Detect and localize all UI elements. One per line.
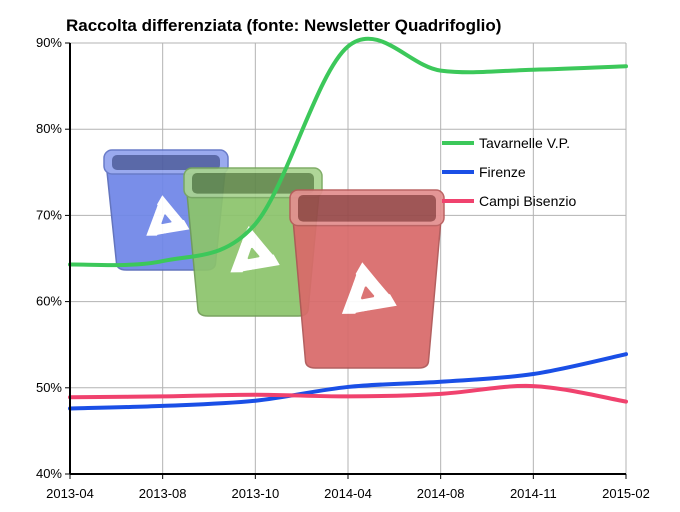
recycling-icon: [341, 262, 397, 314]
recycling-icon: [146, 195, 190, 236]
blue-recycling-bin-opening: [112, 155, 220, 170]
recycling-arrowhead: [354, 296, 371, 314]
chart-title: Raccolta differenziata (fonte: Newslette…: [66, 16, 501, 35]
x-tick-label: 2014-11: [510, 486, 557, 501]
recycling-arrowhead: [241, 257, 256, 272]
recycling-arrowhead: [258, 244, 274, 259]
y-tick-label: 50%: [36, 380, 62, 395]
legend-label: Campi Bisenzio: [479, 193, 576, 209]
recycling-arrowhead: [155, 222, 169, 236]
red-recycling-bin-body: [291, 207, 443, 369]
x-tick-label: 2013-08: [139, 486, 187, 501]
y-tick-label: 40%: [36, 466, 62, 481]
x-tick-label: 2013-10: [231, 486, 279, 501]
legend-label: Firenze: [479, 164, 526, 180]
legend: Tavarnelle V.P. Firenze Campi Bisenzio: [442, 135, 576, 209]
y-tick-label: 90%: [36, 35, 62, 50]
decorative-bins: [103, 149, 445, 369]
series-line-campi-bisenzio: [68, 383, 628, 404]
series-line-tavarnelle-v-p: [68, 36, 628, 268]
x-tick-label: 2014-08: [417, 486, 465, 501]
green-recycling-bin: [183, 167, 323, 317]
y-tick-label: 80%: [36, 121, 62, 136]
x-tick-label: 2013-04: [46, 486, 94, 501]
y-tick-label: 60%: [36, 294, 62, 309]
x-tick-label: 2015-02: [602, 486, 650, 501]
series-lines: [68, 36, 628, 411]
legend-label: Tavarnelle V.P.: [479, 135, 570, 151]
recycling-arrowhead: [239, 235, 254, 250]
axes: 40% 50% 60% 70% 80% 90% 2013-04 2013-08 2013-10 2…: [36, 35, 650, 501]
red-recycling-bin-opening: [298, 195, 436, 222]
red-recycling-bin: [289, 189, 445, 369]
series-line-firenze: [68, 352, 628, 411]
x-tick-label: 2014-04: [324, 486, 372, 501]
y-tick-label: 70%: [36, 207, 62, 222]
recycling-arrowhead: [373, 283, 391, 299]
recycling-arrowhead: [153, 203, 167, 216]
recycling-arrowhead: [351, 273, 368, 289]
recycling-icon: [230, 225, 280, 273]
